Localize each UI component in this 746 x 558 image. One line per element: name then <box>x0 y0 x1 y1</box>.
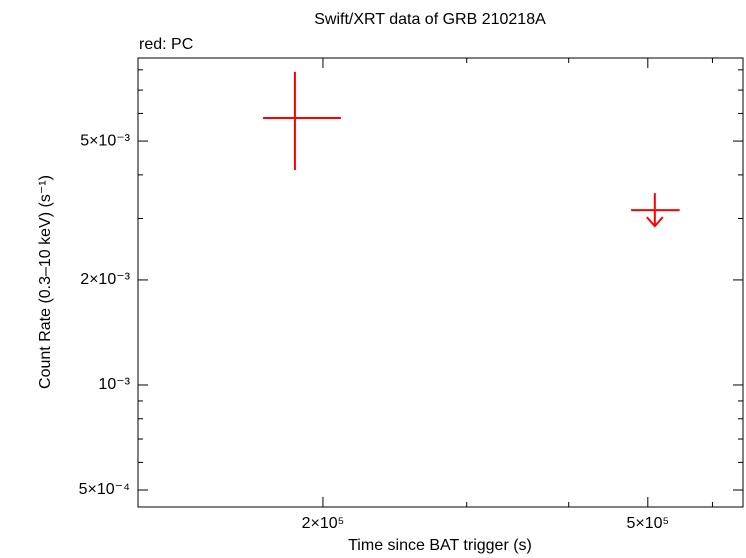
upper-limit-arrowhead <box>646 216 664 228</box>
annotation: red: PC <box>139 36 193 53</box>
y-axis-label: Count Rate (0.3–10 keV) (s⁻¹) <box>37 175 54 389</box>
plot-frame <box>137 57 744 508</box>
y-tick-label: 5×10⁻⁴ <box>79 481 130 498</box>
x-axis-label: Time since BAT trigger (s) <box>348 537 532 554</box>
x-tick-label: 2×10⁵ <box>302 515 345 532</box>
x-tick-label: 5×10⁵ <box>626 515 669 532</box>
chart-title: Swift/XRT data of GRB 210218A <box>314 11 546 28</box>
y-tick-label: 5×10⁻³ <box>80 132 130 149</box>
y-tick-label: 2×10⁻³ <box>80 271 130 288</box>
y-tick-label: 10⁻³ <box>98 376 130 393</box>
